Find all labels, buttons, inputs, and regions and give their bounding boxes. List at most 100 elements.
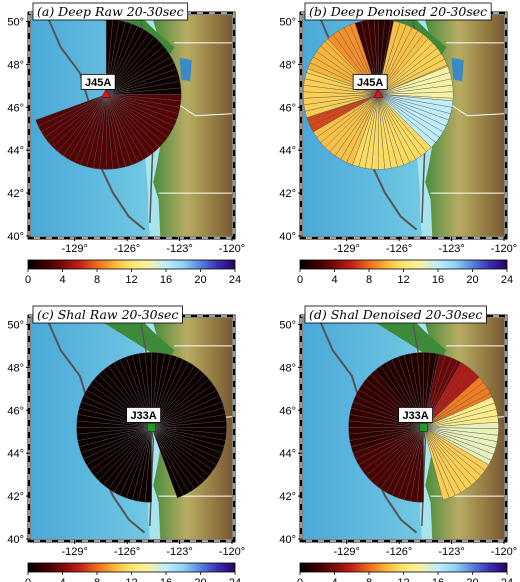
y-tick-label: 42°	[7, 188, 24, 200]
y-tick-label: 42°	[279, 188, 296, 200]
y-tick-label: 48°	[279, 59, 296, 71]
colorbar-bar	[27, 562, 236, 573]
x-tick-label: -126°	[386, 243, 412, 255]
map-area	[303, 15, 504, 236]
y-tick-label: 46°	[7, 405, 24, 417]
map-area	[303, 318, 504, 539]
vancouver-island	[86, 318, 175, 359]
vancouver-island	[358, 318, 447, 359]
x-tick-label: -126°	[386, 546, 412, 558]
sector-plot	[303, 19, 454, 170]
x-tick-label: -126°	[114, 243, 140, 255]
x-tick-label: -129°	[61, 546, 87, 558]
station-label-box	[80, 73, 116, 90]
x-tick-label: -123°	[438, 243, 464, 255]
colorbar-tick-label: 0	[25, 577, 31, 582]
map-frame-ticks	[28, 12, 235, 239]
y-tick-label: 48°	[279, 362, 296, 374]
y-tick-label: 46°	[279, 102, 296, 114]
colorbar-tick-label: 16	[432, 577, 444, 582]
colorbar-tick-label: 4	[331, 274, 337, 286]
panel-title: (c) Shal Raw 20-30sec	[37, 307, 178, 322]
y-tick-label: 44°	[7, 448, 24, 460]
panel-title: (a) Deep Raw 20-30sec	[37, 4, 184, 19]
station-label: J33A	[402, 410, 428, 422]
station-marker	[373, 88, 384, 98]
y-tick-label: 50°	[7, 319, 24, 331]
x-tick-label: -129°	[61, 243, 87, 255]
map-panel-c: J33A (c) Shal Raw 20-30sec 40° 42° 44° 46° 48°…	[7, 305, 245, 582]
station-label-box	[126, 407, 161, 423]
colorbar-tick-label: 24	[501, 577, 513, 582]
map-panel-b: J45A (b) Deep Denoised 20-30sec 40° 42° 44° 4…	[279, 2, 517, 286]
colorbar-tick-label: 12	[125, 577, 137, 582]
x-tick-label: -129°	[333, 546, 359, 558]
station-marker	[419, 423, 428, 432]
map-area	[31, 15, 232, 236]
y-tick-label: 50°	[279, 16, 296, 28]
sector-plot	[35, 19, 182, 170]
colorbar-tick-label: 16	[160, 577, 172, 582]
puget-sound	[451, 57, 464, 82]
colorbar-tick-label: 24	[501, 274, 513, 286]
wedge-sector	[35, 94, 107, 127]
map-area	[31, 318, 232, 539]
colorbar-tick-label: 20	[466, 274, 478, 286]
colorbar-tick-label: 4	[59, 274, 65, 286]
x-tick-label: -120°	[219, 243, 245, 255]
x-tick-label: -120°	[491, 243, 517, 255]
y-tick-label: 42°	[279, 491, 296, 503]
y-tick-label: 44°	[279, 145, 296, 157]
y-tick-label: 46°	[7, 102, 24, 114]
colorbar-tick-label: 0	[25, 274, 31, 286]
colorbar-tick-label: 20	[194, 274, 206, 286]
colorbar-tick-label: 0	[297, 577, 303, 582]
colorbar-tick-label: 16	[432, 274, 444, 286]
colorbar-tick-label: 8	[366, 577, 372, 582]
y-tick-label: 42°	[7, 491, 24, 503]
wedge-sector	[151, 427, 184, 499]
colorbar-bar	[27, 259, 236, 270]
colorbar-tick-label: 12	[125, 274, 137, 286]
map-panel-a: J45A (a) Deep Raw 20-30sec 40° 42° 44° 46° 48°…	[7, 2, 245, 286]
station-marker	[101, 88, 112, 98]
colorbar-tick-label: 12	[397, 274, 409, 286]
map-frame-ticks	[300, 12, 507, 239]
y-tick-label: 46°	[279, 405, 296, 417]
panels-layer: J45A (a) Deep Raw 20-30sec 40° 42° 44° 46° 48°…	[7, 2, 517, 582]
map-panel-d: J33A (d) Shal Denoised 20-30sec 40° 42° 44° 4…	[279, 305, 517, 582]
panel-title-box	[32, 305, 183, 324]
colorbar-tick-label: 4	[331, 577, 337, 582]
y-tick-label: 48°	[7, 59, 24, 71]
puget-sound	[179, 57, 192, 82]
panel-title: (d) Shal Denoised 20-30sec	[309, 307, 482, 322]
colorbar-bar	[299, 259, 508, 270]
colorbar: 0 4 8 12 16 20 24	[297, 259, 513, 286]
x-tick-label: -123°	[166, 243, 192, 255]
colorbar: 0 4 8 12 16 20 24	[25, 259, 241, 286]
x-tick-label: -123°	[438, 546, 464, 558]
colorbar-tick-label: 8	[366, 274, 372, 286]
colorbar-tick-label: 8	[94, 274, 100, 286]
panel-title-box	[304, 305, 487, 324]
x-tick-label: -129°	[333, 243, 359, 255]
colorbar-tick-label: 24	[229, 577, 241, 582]
x-tick-label: -120°	[219, 546, 245, 558]
y-tick-label: 44°	[279, 448, 296, 460]
x-tick-label: -123°	[166, 546, 192, 558]
station-label-box	[398, 407, 434, 423]
y-tick-label: 40°	[279, 534, 296, 546]
station-label-box	[352, 73, 388, 90]
x-tick-label: -126°	[114, 546, 140, 558]
panel-title-box	[304, 2, 492, 21]
x-tick-label: -120°	[491, 546, 517, 558]
station-marker	[147, 423, 156, 432]
colorbar: 0 4 8 12 16 20 24	[297, 562, 513, 582]
station-label: J33A	[130, 410, 156, 422]
panel-title-box	[32, 2, 189, 21]
colorbar: 0 4 8 12 16 20 24	[25, 562, 241, 582]
y-tick-label: 50°	[279, 319, 296, 331]
wedge-sector	[423, 427, 450, 501]
colorbar-tick-label: 12	[397, 577, 409, 582]
